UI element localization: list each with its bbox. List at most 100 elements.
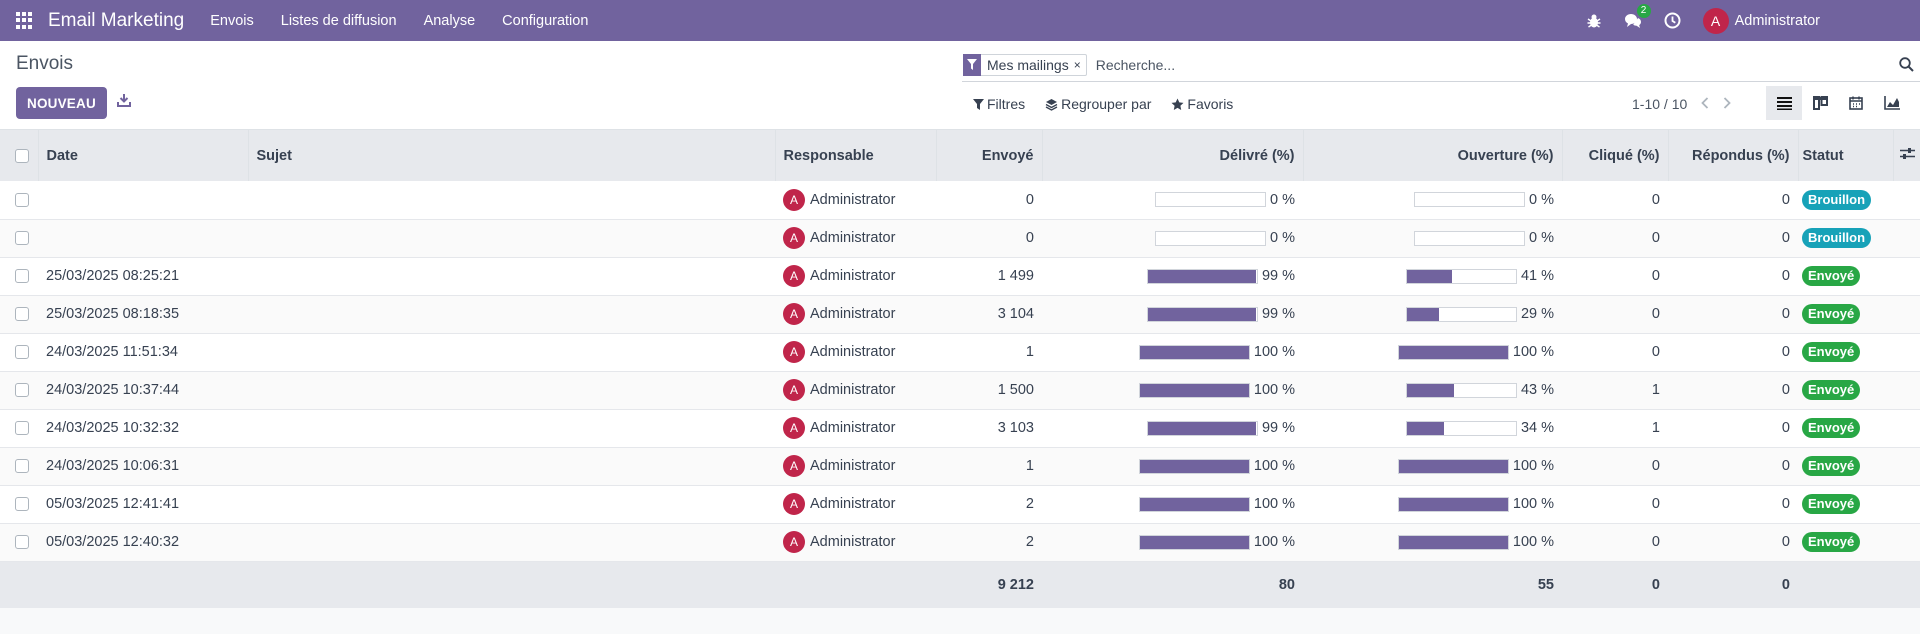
pager-next-icon[interactable] <box>1723 96 1732 112</box>
responsible-avatar[interactable]: A <box>783 227 805 249</box>
opened-progress-bar <box>1414 230 1525 246</box>
delivered-progress-bar <box>1138 534 1250 550</box>
graph-view-icon[interactable] <box>1874 86 1910 120</box>
filter-icon <box>963 53 981 76</box>
table-row[interactable]: 05/03/2025 12:40:32 A Administrator 2 100 % 1… <box>0 523 1920 562</box>
row-checkbox[interactable] <box>15 459 29 474</box>
responsible-avatar[interactable]: A <box>783 303 805 325</box>
calendar-view-icon[interactable] <box>1838 86 1874 120</box>
delivered-percent: 100 % <box>1253 496 1295 512</box>
status-badge: Envoyé <box>1802 266 1861 286</box>
col-replied[interactable]: Répondus (%) <box>1668 130 1799 181</box>
row-clicked: 0 <box>1562 257 1668 296</box>
col-opened[interactable]: Ouverture (%) <box>1303 130 1563 181</box>
row-checkbox[interactable] <box>15 307 29 322</box>
row-responsible: Administrator <box>810 496 896 512</box>
row-checkbox[interactable] <box>15 269 29 284</box>
opened-percent: 100 % <box>1512 534 1554 550</box>
responsible-avatar[interactable]: A <box>783 493 805 515</box>
list-view-icon[interactable] <box>1766 86 1802 120</box>
favorites-dropdown[interactable]: Favoris <box>1171 96 1233 112</box>
row-checkbox[interactable] <box>15 192 29 207</box>
responsible-avatar[interactable]: A <box>783 379 805 401</box>
apps-grid-icon[interactable] <box>16 11 34 30</box>
table-row[interactable]: 25/03/2025 08:25:21 A Administrator 1 499 99… <box>0 257 1920 296</box>
col-responsible[interactable]: Responsable <box>775 130 937 181</box>
search-icon[interactable] <box>1899 57 1914 77</box>
table-header: Date Sujet Responsable Envoyé Délivré (%… <box>0 130 1920 181</box>
delivered-progress-bar <box>1155 192 1266 208</box>
table-row[interactable]: 25/03/2025 08:18:35 A Administrator 3 104 99… <box>0 295 1920 334</box>
menu-configuration[interactable]: Configuration <box>502 12 589 29</box>
row-sent: 2 <box>936 485 1042 524</box>
bug-icon[interactable] <box>1586 13 1602 29</box>
col-subject[interactable]: Sujet <box>248 130 776 181</box>
row-checkbox[interactable] <box>15 421 29 436</box>
group-by-dropdown[interactable]: Regrouper par <box>1045 96 1151 112</box>
col-status[interactable]: Statut <box>1798 130 1894 181</box>
status-badge: Envoyé <box>1802 532 1861 552</box>
pager-value[interactable]: 1-10 / 10 <box>1632 96 1688 112</box>
table-row[interactable]: 24/03/2025 10:32:32 A Administrator 3 103 99… <box>0 409 1920 448</box>
select-all-checkbox[interactable] <box>15 148 29 163</box>
row-date <box>38 181 248 220</box>
new-button[interactable]: NOUVEAU <box>16 87 107 119</box>
table-row[interactable]: 05/03/2025 12:41:41 A Administrator 2 100 % 1… <box>0 485 1920 524</box>
optional-columns-icon[interactable] <box>1893 130 1920 181</box>
menu-envois[interactable]: Envois <box>210 12 254 29</box>
col-clicked[interactable]: Cliqué (%) <box>1562 130 1669 181</box>
row-replied: 0 <box>1668 371 1798 410</box>
row-replied: 0 <box>1668 219 1798 258</box>
table-row[interactable]: 24/03/2025 10:06:31 A Administrator 1 100 % 1… <box>0 447 1920 486</box>
row-checkbox[interactable] <box>15 383 29 398</box>
row-subject <box>248 295 775 334</box>
responsible-avatar[interactable]: A <box>783 341 805 363</box>
user-menu[interactable]: A Administrator <box>1702 7 1820 34</box>
table-row[interactable]: A Administrator 0 0 % 0 % 0 0 Brouillon <box>0 181 1920 220</box>
row-checkbox[interactable] <box>15 497 29 512</box>
row-replied: 0 <box>1668 485 1798 524</box>
delivered-percent: 99 % <box>1261 306 1295 322</box>
col-date[interactable]: Date <box>38 130 249 181</box>
opened-percent: 100 % <box>1512 496 1554 512</box>
menu-listes-de-diffusion[interactable]: Listes de diffusion <box>280 12 397 29</box>
pager-previous-icon[interactable] <box>1701 96 1709 112</box>
search-options: Filtres Regrouper par Favoris <box>973 96 1253 112</box>
responsible-avatar[interactable]: A <box>783 531 805 553</box>
totals-row: 9 212 80 55 0 0 <box>0 561 1920 608</box>
total-clicked: 0 <box>1562 561 1668 608</box>
chat-icon[interactable]: 2 <box>1624 3 1651 29</box>
col-delivered[interactable]: Délivré (%) <box>1042 130 1304 181</box>
total-delivered: 80 <box>1042 561 1303 608</box>
responsible-avatar[interactable]: A <box>783 455 805 477</box>
menu-analyse[interactable]: Analyse <box>423 12 476 29</box>
search-input[interactable] <box>1095 56 1796 73</box>
table-row[interactable]: A Administrator 0 0 % 0 % 0 0 Brouillon <box>0 219 1920 258</box>
user-name: Administrator <box>1734 12 1820 29</box>
opened-percent: 29 % <box>1520 306 1554 322</box>
row-replied: 0 <box>1668 523 1798 562</box>
filters-dropdown[interactable]: Filtres <box>973 96 1025 112</box>
opened-percent: 0 % <box>1529 230 1554 246</box>
opened-percent: 0 % <box>1529 191 1554 208</box>
col-sent[interactable]: Envoyé <box>936 130 1043 181</box>
search-facet[interactable]: Mes mailings × <box>963 53 1087 76</box>
facet-remove-button[interactable]: × <box>1073 57 1081 72</box>
clock-icon[interactable] <box>1664 12 1681 29</box>
total-replied: 0 <box>1668 561 1798 608</box>
download-icon[interactable] <box>117 93 131 112</box>
row-clicked: 0 <box>1562 485 1668 524</box>
responsible-avatar[interactable]: A <box>783 188 805 211</box>
table-row[interactable]: 24/03/2025 11:51:34 A Administrator 1 100 % 1… <box>0 333 1920 372</box>
row-checkbox[interactable] <box>15 535 29 550</box>
kanban-view-icon[interactable] <box>1802 86 1838 120</box>
row-sent: 1 <box>936 333 1042 372</box>
table-row[interactable]: 24/03/2025 10:37:44 A Administrator 1 500 10… <box>0 371 1920 410</box>
opened-percent: 43 % <box>1520 382 1554 398</box>
row-checkbox[interactable] <box>15 345 29 360</box>
app-name[interactable]: Email Marketing <box>48 9 185 31</box>
responsible-avatar[interactable]: A <box>783 265 805 287</box>
row-checkbox[interactable] <box>15 231 29 246</box>
responsible-avatar[interactable]: A <box>783 417 805 439</box>
row-clicked: 0 <box>1562 219 1668 258</box>
